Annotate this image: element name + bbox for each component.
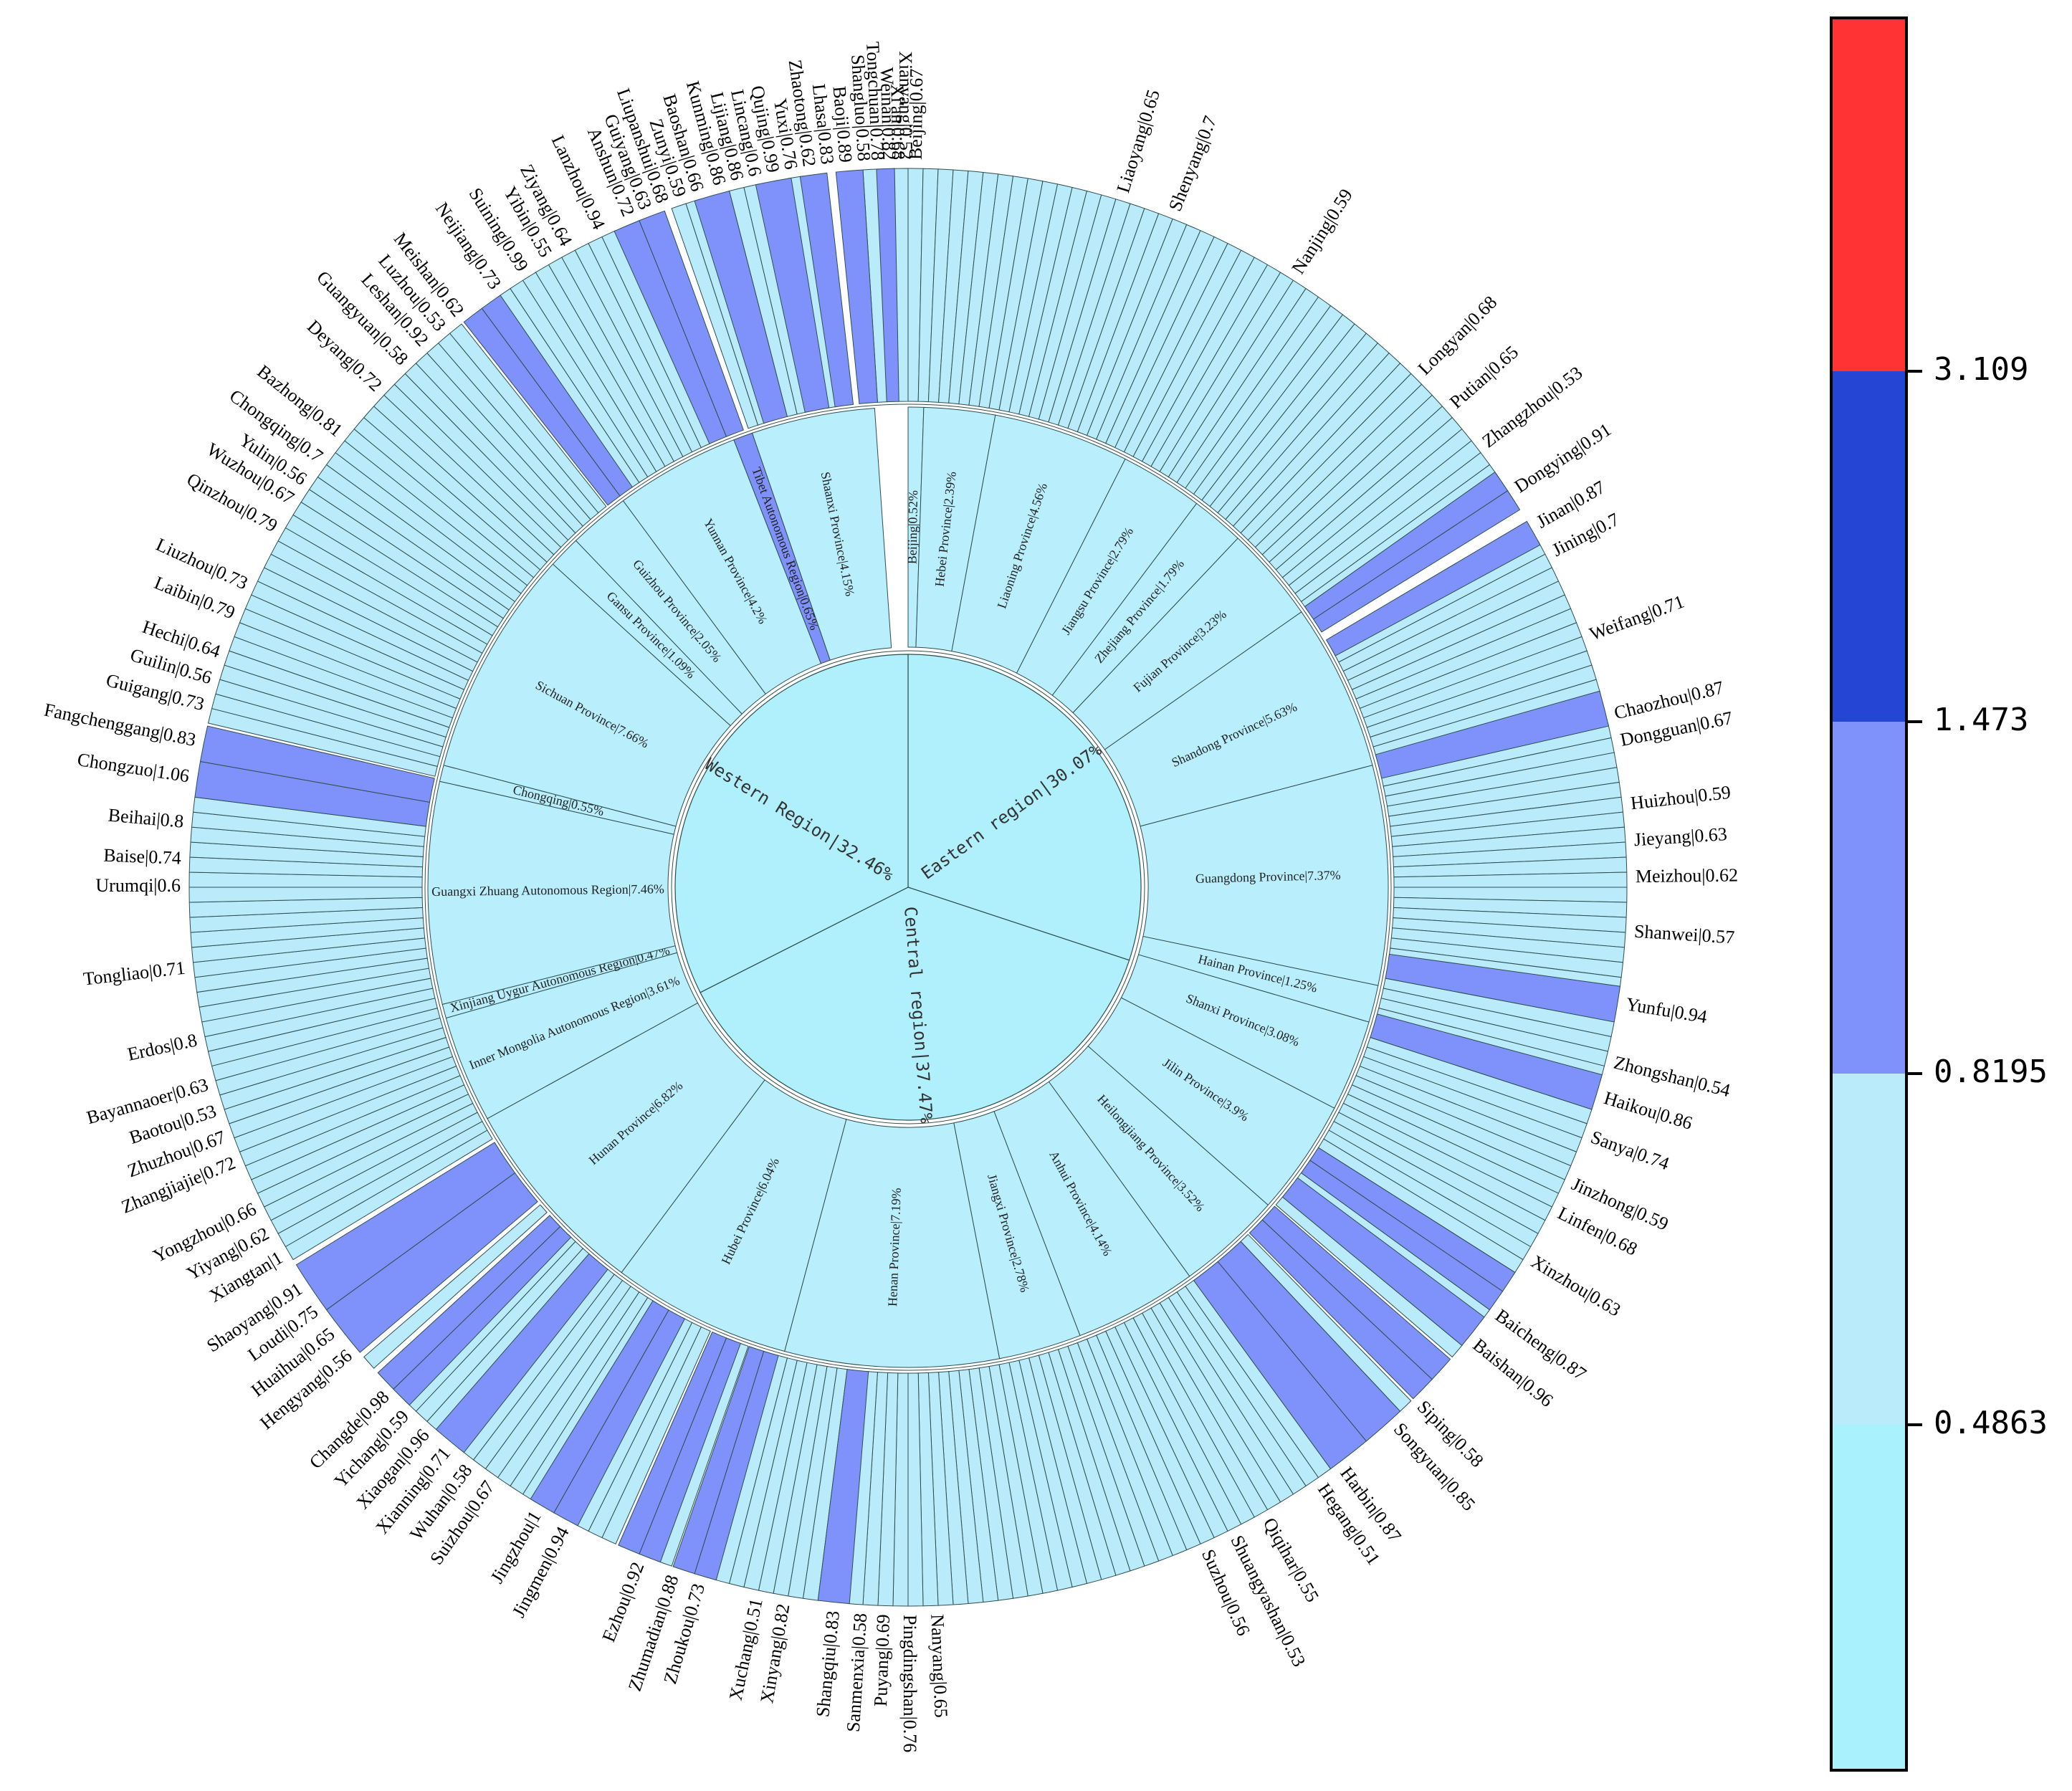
city-segment-high [799,172,854,408]
province-segment [784,1119,1001,1368]
city-segment-high [1375,690,1610,779]
city-label: Sanmenxia|0.58 [843,1613,871,1733]
city-label: Xianyang|0.52 [895,51,917,160]
city-segment-high [639,210,744,437]
city-segment-high [1193,1261,1367,1470]
city-segment [363,1204,548,1369]
city-label: Weinan|0.82 [877,67,900,161]
colorbar-tick-label: 3.109 [1934,351,2028,388]
city-segment-high [1312,490,1521,633]
city-label: Jieyang|0.63 [1633,823,1728,850]
city-label: Haikou|0.86 [1602,1087,1695,1134]
ring-divider [671,650,1145,1124]
colorbar-bin [1831,722,1906,1074]
city-segment-high [530,1300,669,1514]
region-ring: Eastern region|30.07%Central region|37.4… [424,403,1392,1371]
city-segment-high [694,190,788,424]
city-label: Shanwei|0.57 [1633,921,1735,948]
region-segment [907,654,1142,961]
city-label: Sanya|0.74 [1588,1127,1672,1175]
city-segment-high [1300,1160,1504,1311]
colorbar-tick-label: 0.4863 [1934,1405,2048,1441]
city-segment-high [618,1331,727,1554]
colorbar-bin [1831,1425,1906,1770]
city-label: Urumqi|0.6 [95,875,181,896]
city-label: Puyang|0.69 [870,1614,894,1707]
city-label: Erdos|0.8 [125,1030,199,1065]
city-label: Meizhou|0.62 [1636,864,1738,887]
city-label: Nanyang|0.65 [927,1614,951,1719]
city-segment [1275,1196,1463,1358]
colorbar-bin [1831,1074,1906,1425]
city-segment-high [1249,1219,1433,1400]
colorbar: 0.4863 0.8195 1.473 3.109 [1830,16,2048,1772]
colorbar-bin [1831,371,1906,722]
province-label: Guangxi Zhuang Autonomous Region|7.46% [431,882,664,899]
city-label: Yunfu|0.94 [1625,993,1709,1027]
city-label: Xi'an|0.68 [887,84,909,160]
city-segment-high [817,1369,869,1605]
city-label: Liaoyang|0.65 [1112,87,1164,196]
city-segment-high [199,725,435,803]
city-label: Ezhou|0.92 [598,1559,648,1645]
colorbar-frame [1830,16,1908,1772]
province-ring: Beijing|0.52% Hebei Province|2.39% Liaonin… [427,406,1389,1368]
city-ring [188,168,1628,1607]
city-segment-high [435,1253,608,1453]
city-label: Weifang|0.71 [1587,591,1687,645]
city-label: Shangqiu|0.83 [812,1610,844,1718]
city-segment-high [1281,1177,1485,1347]
city-label: Chongzuo|1.06 [76,749,191,786]
region-segment [700,887,1130,1121]
city-segment-high [1325,520,1541,656]
city-label: Xinzhou|0.63 [1527,1251,1624,1321]
city-segment-high [835,169,878,404]
city-label: Pingdingshan|0.76 [899,1615,920,1752]
city-segment-high [1385,953,1620,1023]
city-segment-high [481,295,634,497]
province-label: Beijing|0.52% [904,490,920,564]
colorbar-tick-label: 0.8195 [1934,1054,2048,1090]
province-segment [751,408,892,661]
city-segment-high [295,1142,516,1311]
city-label: Tongliao|0.71 [82,957,186,990]
colorbar-tick-label: 1.473 [1934,702,2028,738]
city-label: Beihai|0.8 [108,805,185,832]
city-label: Beijing|0.67 [905,69,927,161]
city-label: Huizhou|0.59 [1630,782,1732,814]
city-label: Baise|0.74 [103,845,181,869]
city-segment-high [1370,1013,1603,1110]
city-segment-high [876,168,899,403]
city-label: Shenyang|0.7 [1165,113,1221,214]
city-label: Songyuan|0.85 [1390,1418,1479,1514]
region-segment [674,654,909,993]
city-segment-high [755,177,830,414]
city-segment-high [672,1346,765,1575]
colorbar-bin [1831,18,1906,371]
city-segment-high [377,1215,561,1390]
city-segment [449,323,607,514]
city-label: Nanjing|0.59 [1287,185,1357,277]
city-label: Putian|0.65 [1446,342,1522,413]
ring-divider [424,403,1392,1371]
